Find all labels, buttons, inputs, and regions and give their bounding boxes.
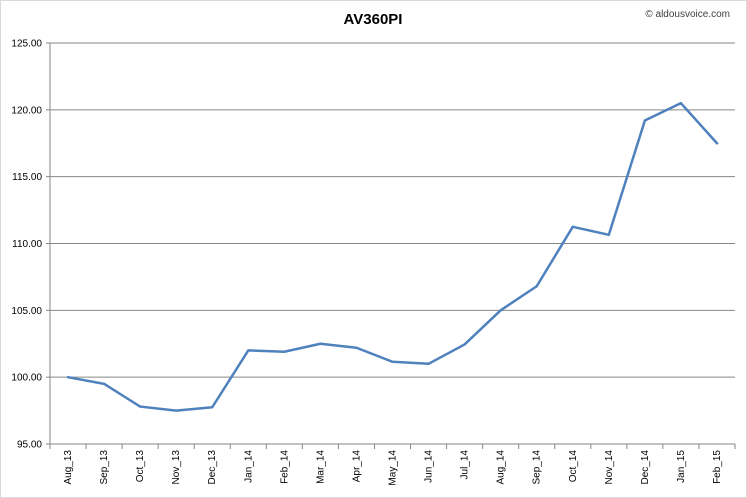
x-tick-label: Oct_13: [135, 450, 146, 483]
data-point: [283, 350, 286, 353]
x-tick-label: May_14: [388, 450, 399, 486]
data-point: [427, 362, 430, 365]
y-tick-label: 115.00: [12, 172, 42, 183]
data-point: [355, 346, 358, 349]
x-tick-label: Nov_14: [604, 450, 615, 485]
data-point: [102, 382, 106, 386]
data-point: [643, 119, 647, 122]
data-point: [138, 405, 142, 408]
data-point: [715, 142, 719, 145]
x-tick-label: Sep_13: [99, 450, 110, 485]
y-tick-label: 125.00: [11, 39, 42, 50]
data-point: [679, 101, 683, 105]
y-tick-label: 120.00: [11, 105, 42, 116]
x-tick-label: Nov_13: [171, 450, 182, 485]
data-point: [174, 409, 178, 412]
x-tick-label: Feb_14: [279, 450, 290, 484]
data-point: [571, 225, 574, 228]
chart-title: AV360PI: [344, 11, 403, 28]
x-tick-label: Jan_15: [676, 450, 687, 483]
data-point: [66, 375, 70, 379]
data-point: [499, 309, 502, 312]
x-tick-label: Jan_14: [243, 450, 254, 483]
x-tick-label: Jul_14: [460, 450, 471, 480]
y-tick-label: 95.00: [17, 440, 42, 451]
copyright-label: © aldousvoice.com: [645, 9, 730, 20]
x-tick-label: Dec_14: [640, 450, 651, 485]
series-line: [66, 101, 719, 412]
data-point: [607, 233, 611, 237]
x-tick-label: Mar_14: [315, 450, 326, 484]
x-tick-label: Dec_13: [207, 450, 218, 485]
data-point: [391, 360, 394, 363]
data-point: [319, 342, 322, 345]
data-point: [535, 285, 538, 288]
y-tick-label: 105.00: [11, 306, 42, 317]
x-tick-label: Aug_13: [63, 450, 74, 485]
x-tick-label: Jun_14: [424, 450, 435, 483]
x-tick-label: Feb_15: [712, 450, 723, 484]
x-tick-label: Apr_14: [351, 450, 362, 483]
x-tick-label: Sep_14: [532, 450, 543, 485]
data-point: [463, 343, 466, 346]
y-tick-label: 110.00: [12, 239, 42, 250]
data-point: [247, 349, 250, 352]
data-point: [211, 406, 214, 409]
x-tick-label: Aug_14: [496, 450, 507, 485]
x-tick-label: Oct_14: [568, 450, 579, 483]
y-tick-label: 100.00: [11, 373, 42, 384]
